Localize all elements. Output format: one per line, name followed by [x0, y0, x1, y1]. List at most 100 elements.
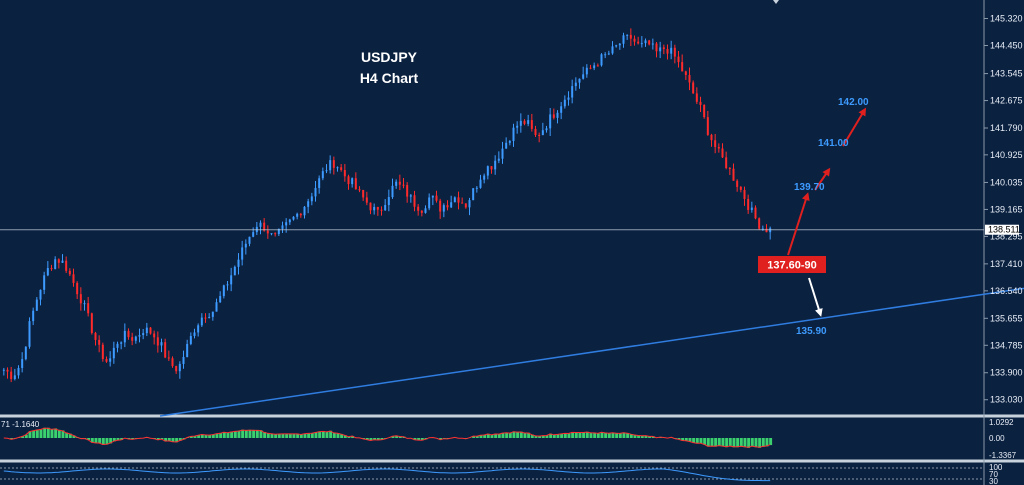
histogram-bar	[310, 432, 314, 438]
candle-body	[186, 343, 189, 357]
candle-body	[384, 205, 387, 211]
candle-body	[593, 65, 596, 69]
histogram-bar	[233, 431, 237, 438]
histogram-bar	[175, 438, 179, 443]
candle-body	[35, 299, 38, 311]
candle-body	[65, 260, 68, 271]
histogram-bar	[248, 429, 252, 438]
candle-body	[560, 106, 563, 113]
histogram-bar	[332, 432, 336, 438]
candle-body	[288, 219, 291, 223]
candle-body	[376, 206, 379, 210]
histogram-bar	[725, 438, 729, 448]
candle-body	[189, 335, 192, 344]
candle-body	[464, 203, 467, 208]
indicator2-tick-0: 100	[989, 463, 1003, 472]
target-label-1: 139.70	[794, 182, 825, 193]
candle-body	[662, 47, 665, 50]
candle-body	[149, 327, 152, 334]
candle-body	[545, 128, 548, 131]
candle-body	[659, 47, 662, 52]
histogram-bar	[197, 435, 201, 438]
histogram-bar	[101, 438, 105, 445]
histogram-bar	[351, 435, 355, 438]
candle-body	[519, 120, 522, 126]
candle-body	[2, 369, 5, 371]
candle-body	[431, 195, 434, 198]
candle-body	[417, 206, 420, 211]
candle-body	[138, 335, 141, 337]
candle-body	[68, 270, 71, 275]
histogram-bar	[677, 438, 681, 440]
candle-body	[673, 47, 676, 57]
candle-body	[699, 101, 702, 105]
candle-body	[120, 342, 123, 344]
price-axis: 145.320 144.450 143.545 142.675 141.790 140.9…	[984, 14, 1023, 405]
candle-body	[142, 333, 145, 336]
histogram-bar	[200, 434, 204, 438]
indicator1-tick-1: 0.00	[989, 434, 1005, 443]
histogram-bar	[68, 433, 72, 438]
candle-body	[90, 313, 93, 333]
histogram-bar	[178, 438, 182, 441]
histogram-bar	[54, 428, 58, 438]
candle-body	[681, 62, 684, 72]
histogram-bar	[336, 433, 340, 438]
histogram-bar	[589, 432, 593, 438]
candle-body	[343, 170, 346, 177]
candle-body	[391, 185, 394, 198]
histogram-bar	[380, 438, 384, 440]
candle-body	[13, 375, 16, 380]
scroll-marker-icon[interactable]	[773, 0, 779, 4]
candle-body	[398, 181, 401, 185]
histogram-bar	[417, 438, 421, 441]
histogram-bar	[596, 433, 600, 438]
candle-body	[46, 268, 49, 276]
candle-body	[230, 275, 233, 285]
candle-body	[87, 303, 90, 314]
candle-body	[758, 218, 761, 229]
arrow-to-139-70	[787, 192, 810, 256]
histogram-bar	[343, 435, 347, 438]
histogram-bar	[266, 433, 270, 438]
histogram-bar	[633, 434, 637, 438]
histogram-bar	[395, 435, 399, 438]
histogram-bar	[530, 434, 534, 438]
y-tick-label: 142.675	[990, 96, 1023, 106]
y-tick-label: 133.900	[990, 368, 1023, 378]
candle-body	[193, 332, 196, 336]
histogram-bar	[376, 438, 380, 441]
histogram-bar	[211, 434, 215, 438]
histogram-bar	[615, 432, 619, 438]
candle-body	[706, 117, 709, 135]
y-tick-label: 137.410	[990, 259, 1023, 269]
candle-body	[285, 222, 288, 226]
histogram-bar	[222, 431, 226, 438]
candle-body	[72, 274, 75, 283]
candle-body	[332, 160, 335, 168]
candle-body	[475, 187, 478, 189]
candle-body	[101, 344, 104, 359]
candle-body	[402, 184, 405, 186]
indicator1-tick-0: 1.0292	[989, 418, 1014, 427]
histogram-bar	[292, 433, 296, 438]
candle-body	[534, 128, 537, 136]
candle-body	[600, 54, 603, 66]
candle-body	[274, 233, 277, 235]
histogram-bar	[98, 438, 102, 444]
histogram-bar	[28, 431, 32, 438]
histogram-bar	[710, 438, 714, 447]
candle-body	[618, 43, 621, 46]
candle-body	[453, 197, 456, 203]
histogram-bar	[193, 435, 197, 438]
histogram-bar	[72, 435, 76, 438]
candle-body	[626, 34, 629, 36]
candle-body	[248, 236, 251, 244]
candle-body	[237, 259, 240, 267]
histogram-bar	[604, 432, 608, 438]
arrow-to-142-00	[842, 107, 867, 147]
candle-body	[175, 366, 178, 372]
candle-body	[226, 284, 229, 286]
histogram-bar	[739, 438, 743, 447]
histogram-bar	[156, 438, 160, 440]
